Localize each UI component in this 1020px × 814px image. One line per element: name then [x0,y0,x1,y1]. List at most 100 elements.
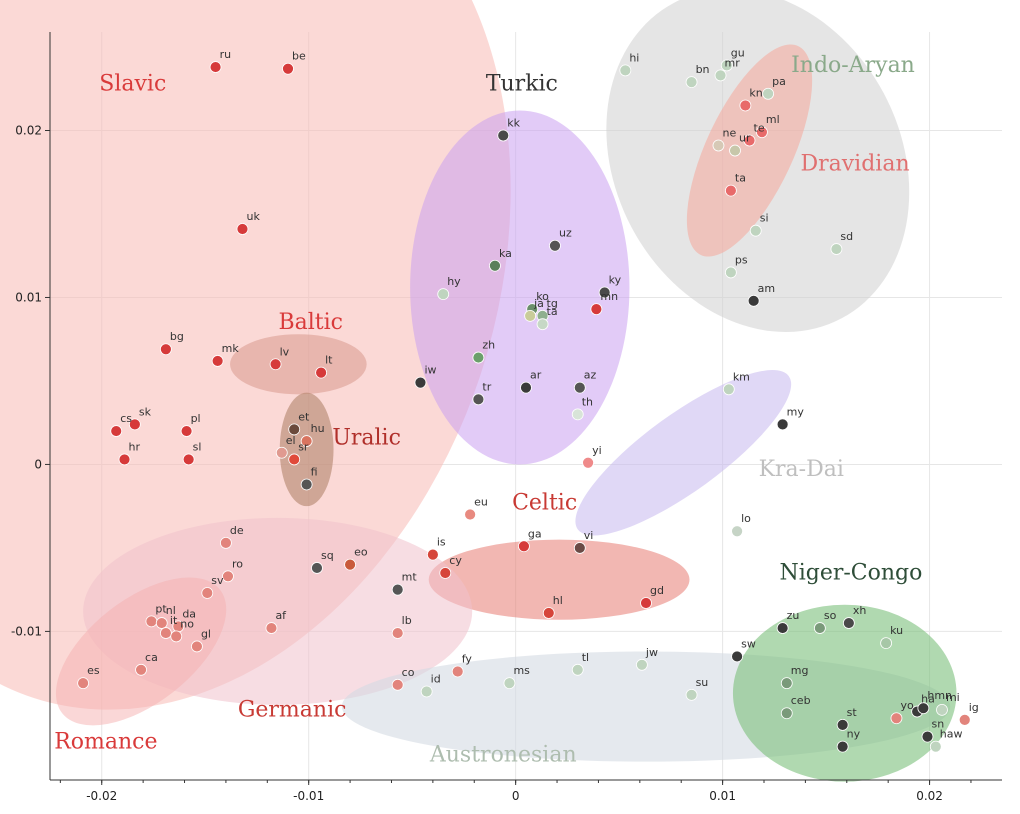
point-sr [288,453,301,466]
x-tick-label: -0.01 [293,789,324,803]
point-si [749,224,762,237]
point-label-az: az [584,369,597,382]
point-label-af: af [275,609,287,622]
group-label-germanic: Germanic [238,698,347,723]
point-label-ml: ml [766,113,780,126]
point-label-tl: tl [582,651,589,664]
point-lo [731,525,743,538]
point-zu [776,622,789,634]
point-label-no: no [180,617,194,630]
point-ar [520,381,532,394]
point-label-fy: fy [462,652,473,665]
point-label-sw: sw [741,637,756,650]
point-yo [890,712,903,725]
point-label-ceb: ceb [791,694,811,707]
point-te [743,134,756,147]
point-az [573,381,586,394]
point-label-et: et [298,410,310,423]
point-ta [536,318,549,331]
point-label-cs: cs [120,412,132,425]
point-label-co: co [402,666,415,679]
point-ms [503,677,516,690]
point-co [391,678,404,691]
point-km [722,383,735,396]
point-pt [145,615,158,628]
point-tr [472,393,485,406]
point-label-hr: hr [129,440,141,453]
point-label-my: my [787,405,805,418]
point-label-bn: bn [696,63,710,76]
point-label-lv: lv [280,345,290,358]
point-mk [211,355,224,367]
point-sn [921,730,934,743]
point-label-pa: pa [772,75,786,88]
point-label-gu: gu [731,46,745,59]
group-ellipse-niger-congo [732,604,957,782]
point-label-mk: mk [222,342,240,355]
point-label-es: es [87,664,100,677]
point-label-sd: sd [840,230,853,243]
point-sd [830,243,843,255]
point-hy [437,288,450,301]
point-label-cy: cy [449,554,462,567]
point-lv [269,358,282,371]
group-label-dravidian: Dravidian [800,152,909,177]
point-label-km: km [733,370,750,383]
point-kn [739,99,752,112]
group-ellipse-uralic [279,392,334,507]
group-label-romance: Romance [54,729,157,754]
axes: -0.02 -0.01 0 0.01 0.02 0.02 0.01 0 -0.01 [11,32,1002,803]
point-label-ru: ru [220,48,232,61]
point-label-pl: pl [191,412,201,425]
group-label-slavic: Slavic [99,71,166,96]
point-nl [155,617,168,629]
point-gl [191,640,203,653]
point-mi [936,703,948,716]
data-points [77,59,971,753]
point-sk [128,418,141,431]
point-fy [451,665,464,678]
point-af [265,622,278,634]
point-ro [222,570,234,583]
point-label-ig: ig [969,701,979,714]
point-label-kk: kk [507,117,520,130]
point-my [776,418,789,431]
point-label-ar: ar [530,369,542,382]
point-label-mn: mn [600,290,618,303]
point-sq [311,562,323,574]
point-is [426,548,439,561]
point-label-hl: hl [553,594,563,607]
point-label-jw: jw [645,646,658,659]
point-hr [118,453,131,466]
point-label-el: el [286,434,296,447]
point-pl [180,425,193,437]
point-eo [344,558,356,571]
point-et [288,423,301,436]
point-label-th: th [582,395,593,408]
point-eu [464,508,477,521]
point-label-ur: ur [739,132,751,145]
point-label-su: su [696,676,709,689]
x-tick-label: 0 [512,789,520,803]
point-label-yi: yi [592,444,602,457]
point-label-sk: sk [139,405,152,418]
point-label-ne: ne [722,127,736,140]
point-label-ky: ky [609,273,622,286]
point-label-eu: eu [474,496,488,509]
point-bg [159,343,172,356]
point-label-lb: lb [402,614,412,627]
point-label-eo: eo [354,546,368,559]
point-label-ku: ku [890,624,903,637]
point-vi [573,542,586,554]
point-hu [300,435,313,447]
point-label-nl: nl [166,604,176,617]
point-label-st: st [847,706,858,719]
point-kk [497,129,510,142]
point-ml [756,126,768,139]
group-ellipses [0,0,957,782]
point-gd [640,597,652,609]
point-label-ka: ka [499,247,512,260]
group-ellipse-celtic [428,539,690,620]
point-label-id: id [431,673,441,686]
point-hi [619,64,632,77]
